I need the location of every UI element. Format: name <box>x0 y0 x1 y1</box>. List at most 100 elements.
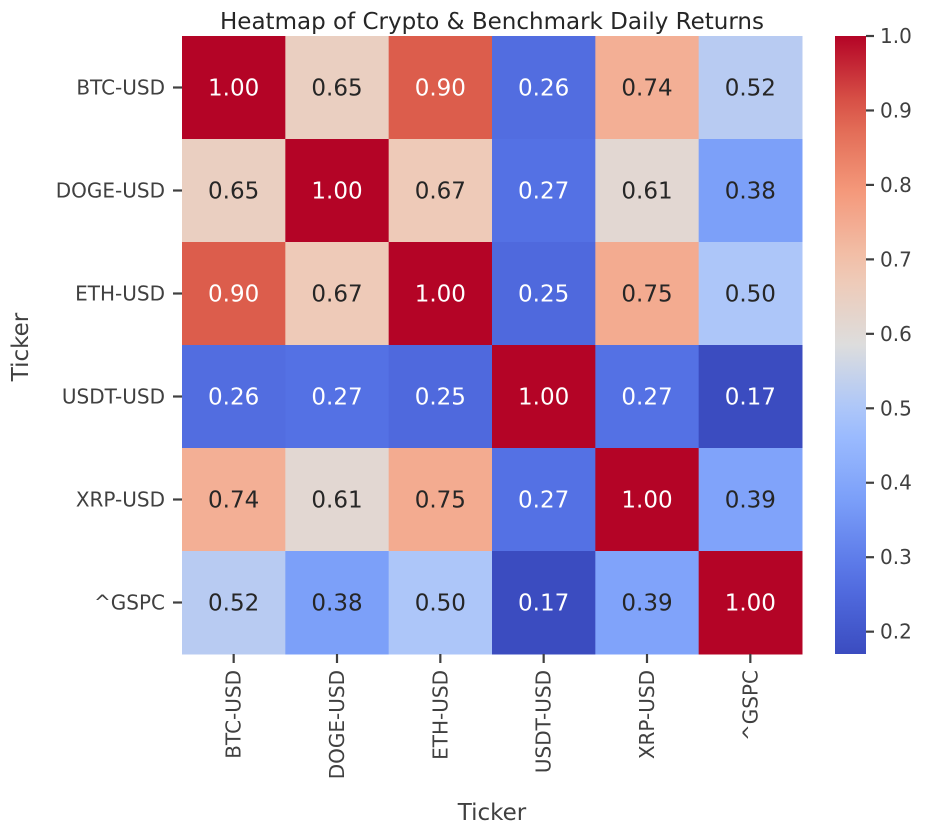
y-tick-label: DOGE-USD <box>56 179 165 203</box>
heatmap-cell <box>595 551 700 655</box>
y-tick-label: ^GSPC <box>94 591 165 615</box>
x-axis-ticks: BTC-USD DOGE-USD ETH-USD USDT-USD XRP-USD ^GS… <box>222 654 762 779</box>
colorbar-tick-label: 0.5 <box>880 396 912 420</box>
cell-value-label: 1.00 <box>621 488 672 514</box>
heatmap-cells: 1.00 0.65 0.90 0.26 0.74 0.52 0.65 1.00 0.67 0.27… <box>182 36 803 655</box>
cell-value-label: 0.65 <box>208 179 259 205</box>
cell-value-label: 0.61 <box>621 179 672 205</box>
cell-value-label: 1.00 <box>208 76 259 102</box>
cell-value-label: 0.27 <box>518 179 569 205</box>
cell-value-label: 0.74 <box>208 488 259 514</box>
cell-value-label: 0.27 <box>311 385 362 411</box>
colorbar <box>835 36 866 654</box>
cell-value-label: 0.52 <box>208 591 259 617</box>
cell-value-label: 0.26 <box>518 76 569 102</box>
heatmap-cell <box>388 448 493 552</box>
heatmap-cell <box>182 551 286 655</box>
x-tick-label: USDT-USD <box>532 670 556 773</box>
heatmap-cell <box>388 242 493 346</box>
heatmap-cell <box>492 345 596 449</box>
colorbar-ticks: 0.2 0.3 0.4 0.5 0.6 0.7 0.8 0.9 1.0 <box>866 24 912 644</box>
cell-value-label: 0.90 <box>208 282 259 308</box>
colorbar-tick-label: 0.7 <box>880 247 912 271</box>
cell-value-label: 0.38 <box>311 591 362 617</box>
cell-value-label: 0.17 <box>725 385 776 411</box>
cell-value-label: 1.00 <box>518 385 569 411</box>
heatmap-cell <box>182 139 286 243</box>
x-tick-label: BTC-USD <box>222 670 246 759</box>
x-tick-label: XRP-USD <box>635 670 659 759</box>
x-axis-label: Ticker <box>457 800 527 826</box>
heatmap-cell <box>698 242 803 346</box>
y-tick-label: ETH-USD <box>75 282 165 306</box>
y-axis-label: Ticker <box>8 312 34 382</box>
y-tick-label: BTC-USD <box>76 76 165 100</box>
cell-value-label: 1.00 <box>725 591 776 617</box>
heatmap-cell <box>388 139 493 243</box>
heatmap-cell <box>492 242 596 346</box>
colorbar-tick-label: 0.8 <box>880 173 912 197</box>
heatmap-cell <box>595 36 700 140</box>
y-tick-label: XRP-USD <box>76 488 165 512</box>
colorbar-tick-label: 1.0 <box>880 24 912 48</box>
heatmap-cell <box>698 551 803 655</box>
cell-value-label: 0.27 <box>621 385 672 411</box>
heatmap-cell <box>492 448 596 552</box>
cell-value-label: 0.67 <box>311 282 362 308</box>
heatmap-cell <box>388 345 493 449</box>
heatmap-cell <box>698 36 803 140</box>
heatmap-cell <box>285 345 390 449</box>
heatmap-cell <box>285 448 390 552</box>
colorbar-tick-label: 0.2 <box>880 620 912 644</box>
cell-value-label: 1.00 <box>311 179 362 205</box>
cell-value-label: 0.25 <box>518 282 569 308</box>
colorbar-tick-label: 0.9 <box>880 98 912 122</box>
cell-value-label: 0.52 <box>725 76 776 102</box>
heatmap-cell <box>492 36 596 140</box>
heatmap-cell <box>182 448 286 552</box>
heatmap-cell <box>595 345 700 449</box>
heatmap-cell <box>492 551 596 655</box>
cell-value-label: 1.00 <box>415 282 466 308</box>
x-tick-label: ETH-USD <box>428 670 452 760</box>
heatmap-cell <box>182 242 286 346</box>
cell-value-label: 0.39 <box>725 488 776 514</box>
heatmap-cell <box>285 242 390 346</box>
heatmap-cell <box>285 551 390 655</box>
heatmap-cell <box>388 36 493 140</box>
heatmap-cell <box>698 139 803 243</box>
y-tick-label: USDT-USD <box>62 385 165 409</box>
cell-value-label: 0.17 <box>518 591 569 617</box>
cell-value-label: 0.90 <box>415 76 466 102</box>
heatmap-cell <box>492 139 596 243</box>
cell-value-label: 0.39 <box>621 591 672 617</box>
heatmap-cell <box>182 345 286 449</box>
x-tick-label: DOGE-USD <box>325 670 349 779</box>
cell-value-label: 0.67 <box>415 179 466 205</box>
heatmap-cell <box>698 448 803 552</box>
cell-value-label: 0.50 <box>725 282 776 308</box>
colorbar-tick-label: 0.4 <box>880 471 912 495</box>
heatmap-cell <box>285 139 390 243</box>
y-axis-ticks: BTC-USD DOGE-USD ETH-USD USDT-USD XRP-USD ^GS… <box>56 76 182 615</box>
cell-value-label: 0.61 <box>311 488 362 514</box>
cell-value-label: 0.74 <box>621 76 672 102</box>
cell-value-label: 0.27 <box>518 488 569 514</box>
cell-value-label: 0.75 <box>621 282 672 308</box>
cell-value-label: 0.65 <box>311 76 362 102</box>
cell-value-label: 0.38 <box>725 179 776 205</box>
heatmap-cell <box>698 345 803 449</box>
heatmap-cell <box>182 36 286 140</box>
cell-value-label: 0.26 <box>208 385 259 411</box>
colorbar-tick-label: 0.6 <box>880 322 912 346</box>
heatmap-cell <box>595 242 700 346</box>
cell-value-label: 0.50 <box>415 591 466 617</box>
chart-title: Heatmap of Crypto & Benchmark Daily Retu… <box>220 9 764 35</box>
heatmap-cell <box>388 551 493 655</box>
heatmap-cell <box>595 139 700 243</box>
cell-value-label: 0.25 <box>415 385 466 411</box>
colorbar-tick-label: 0.3 <box>880 545 912 569</box>
x-tick-label: ^GSPC <box>738 670 762 741</box>
heatmap-cell <box>595 448 700 552</box>
